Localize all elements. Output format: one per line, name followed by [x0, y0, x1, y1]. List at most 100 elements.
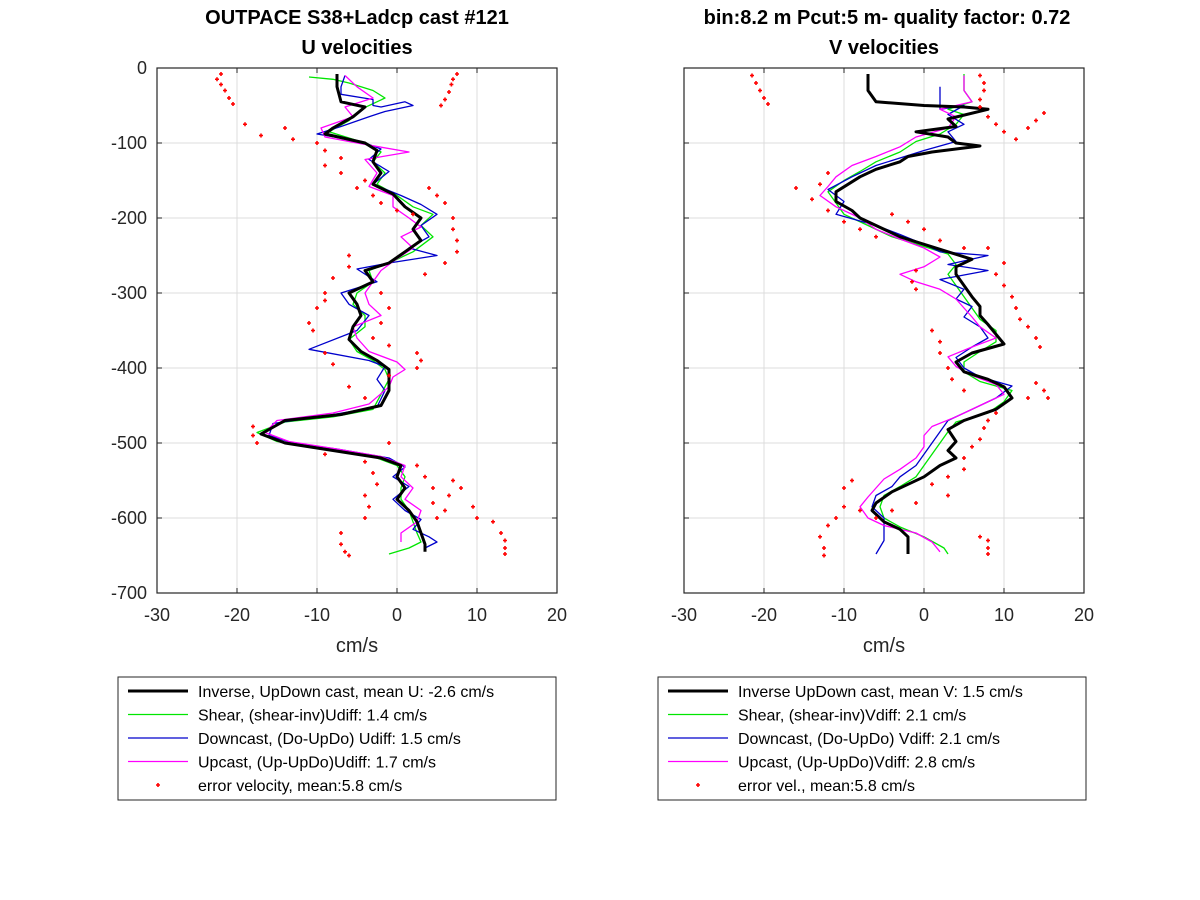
u-error-point [455, 72, 459, 76]
v-error-point [874, 234, 878, 239]
v-error-point [754, 81, 758, 85]
v-error-point [842, 504, 846, 509]
u-error-point [343, 549, 347, 554]
v-legend: Inverse UpDown cast, mean V: 1.5 cm/s She… [657, 676, 1087, 801]
v-error-point [986, 418, 990, 423]
v-error-point [994, 272, 998, 277]
u-series-lines [256, 74, 438, 555]
u-error-point [459, 486, 463, 490]
u-error-point [499, 531, 503, 535]
u-y-tick-label: -100 [111, 133, 147, 153]
u-error-points [215, 72, 507, 558]
u-error-point [443, 261, 447, 265]
v-axes-frame [683, 67, 1085, 594]
v-error-point [874, 516, 878, 520]
v-error-point [978, 97, 982, 102]
u-error-point [363, 516, 367, 520]
u-x-axis-label: cm/s [336, 635, 378, 657]
v-error-point [1002, 261, 1006, 265]
v-error-point [794, 186, 798, 190]
v-error-point [1046, 396, 1050, 400]
v-error-point [1042, 388, 1046, 393]
v-x-tick-label: -20 [751, 605, 777, 625]
u-legend-swatch-error [156, 783, 160, 787]
v-error-point [906, 219, 910, 224]
v-series-shear-line [827, 74, 1013, 555]
v-error-point [842, 486, 846, 490]
u-error-point [347, 264, 351, 269]
u-error-point [339, 171, 343, 175]
u-y-tick-label: -500 [111, 433, 147, 453]
v-error-point [858, 508, 862, 513]
v-error-point [762, 96, 766, 100]
v-error-point [986, 546, 990, 550]
u-error-point [339, 531, 343, 535]
v-error-point [962, 456, 966, 460]
u-error-point [347, 384, 351, 389]
v-error-point [1010, 294, 1014, 299]
u-error-point [435, 516, 439, 520]
v-error-point [1002, 283, 1006, 288]
v-error-point [1014, 137, 1018, 142]
v-error-point [982, 88, 986, 93]
v-legend-swatch-error [696, 783, 700, 787]
v-error-point [946, 366, 950, 370]
u-x-tick-label: 0 [392, 605, 402, 625]
u-error-point [387, 306, 391, 310]
u-legend-entry: error velocity, mean:5.8 cm/s [198, 778, 402, 795]
u-x-tick-label: 10 [467, 605, 487, 625]
v-chart-title: bin:8.2 m Pcut:5 m- quality factor: 0.72 [704, 7, 1071, 29]
u-error-point [387, 441, 391, 445]
v-error-point [950, 377, 954, 382]
v-legend-entry: Inverse UpDown cast, mean V: 1.5 cm/s [738, 684, 1023, 701]
u-error-point [447, 90, 451, 94]
u-error-point [215, 77, 219, 82]
v-x-tick-label: -30 [671, 605, 697, 625]
u-error-point [363, 396, 367, 400]
v-error-point [978, 437, 982, 442]
u-error-point [471, 504, 475, 509]
u-error-point [451, 216, 455, 220]
v-error-point [1042, 111, 1046, 115]
u-legend-entry: Downcast, (Do-UpDo) Udiff: 1.5 cm/s [198, 731, 461, 748]
v-error-point [978, 73, 982, 78]
u-error-point [231, 102, 235, 106]
u-chart-subtitle: U velocities [301, 37, 412, 59]
u-error-point [431, 501, 435, 505]
u-x-tick-label: 20 [547, 605, 567, 625]
u-legend-box [117, 676, 557, 801]
u-error-point [283, 126, 287, 130]
v-error-point [818, 534, 822, 539]
u-error-point [251, 424, 255, 429]
u-error-point [363, 459, 367, 464]
v-error-point [810, 197, 814, 202]
u-error-point [355, 186, 359, 190]
u-error-point [243, 122, 247, 127]
u-error-point [439, 103, 443, 108]
v-legend-entry: Shear, (shear-inv)Vdiff: 2.1 cm/s [738, 708, 966, 725]
v-error-point [858, 227, 862, 232]
u-y-tick-label: 0 [137, 58, 147, 78]
u-error-point [379, 321, 383, 325]
u-error-point [251, 433, 255, 438]
u-y-tick-label: -400 [111, 358, 147, 378]
v-error-point [930, 328, 934, 333]
u-error-point [451, 478, 455, 483]
u-error-point [379, 291, 383, 295]
v-error-point [914, 268, 918, 273]
v-x-axis-label: cm/s [863, 635, 905, 657]
u-legend: Inverse, UpDown cast, mean U: -2.6 cm/s S… [117, 676, 557, 801]
v-error-point [842, 219, 846, 224]
v-error-point [982, 81, 986, 85]
v-x-tick-label: 0 [919, 605, 929, 625]
u-error-point [291, 137, 295, 142]
v-error-point [750, 73, 754, 78]
u-error-point [347, 253, 351, 258]
v-series-upcast-line [819, 75, 1005, 553]
u-y-tick-label: -600 [111, 508, 147, 528]
v-error-point [986, 246, 990, 250]
u-error-point [475, 516, 479, 520]
u-error-point [219, 72, 223, 76]
u-error-point [503, 552, 507, 556]
u-error-point [415, 351, 419, 355]
